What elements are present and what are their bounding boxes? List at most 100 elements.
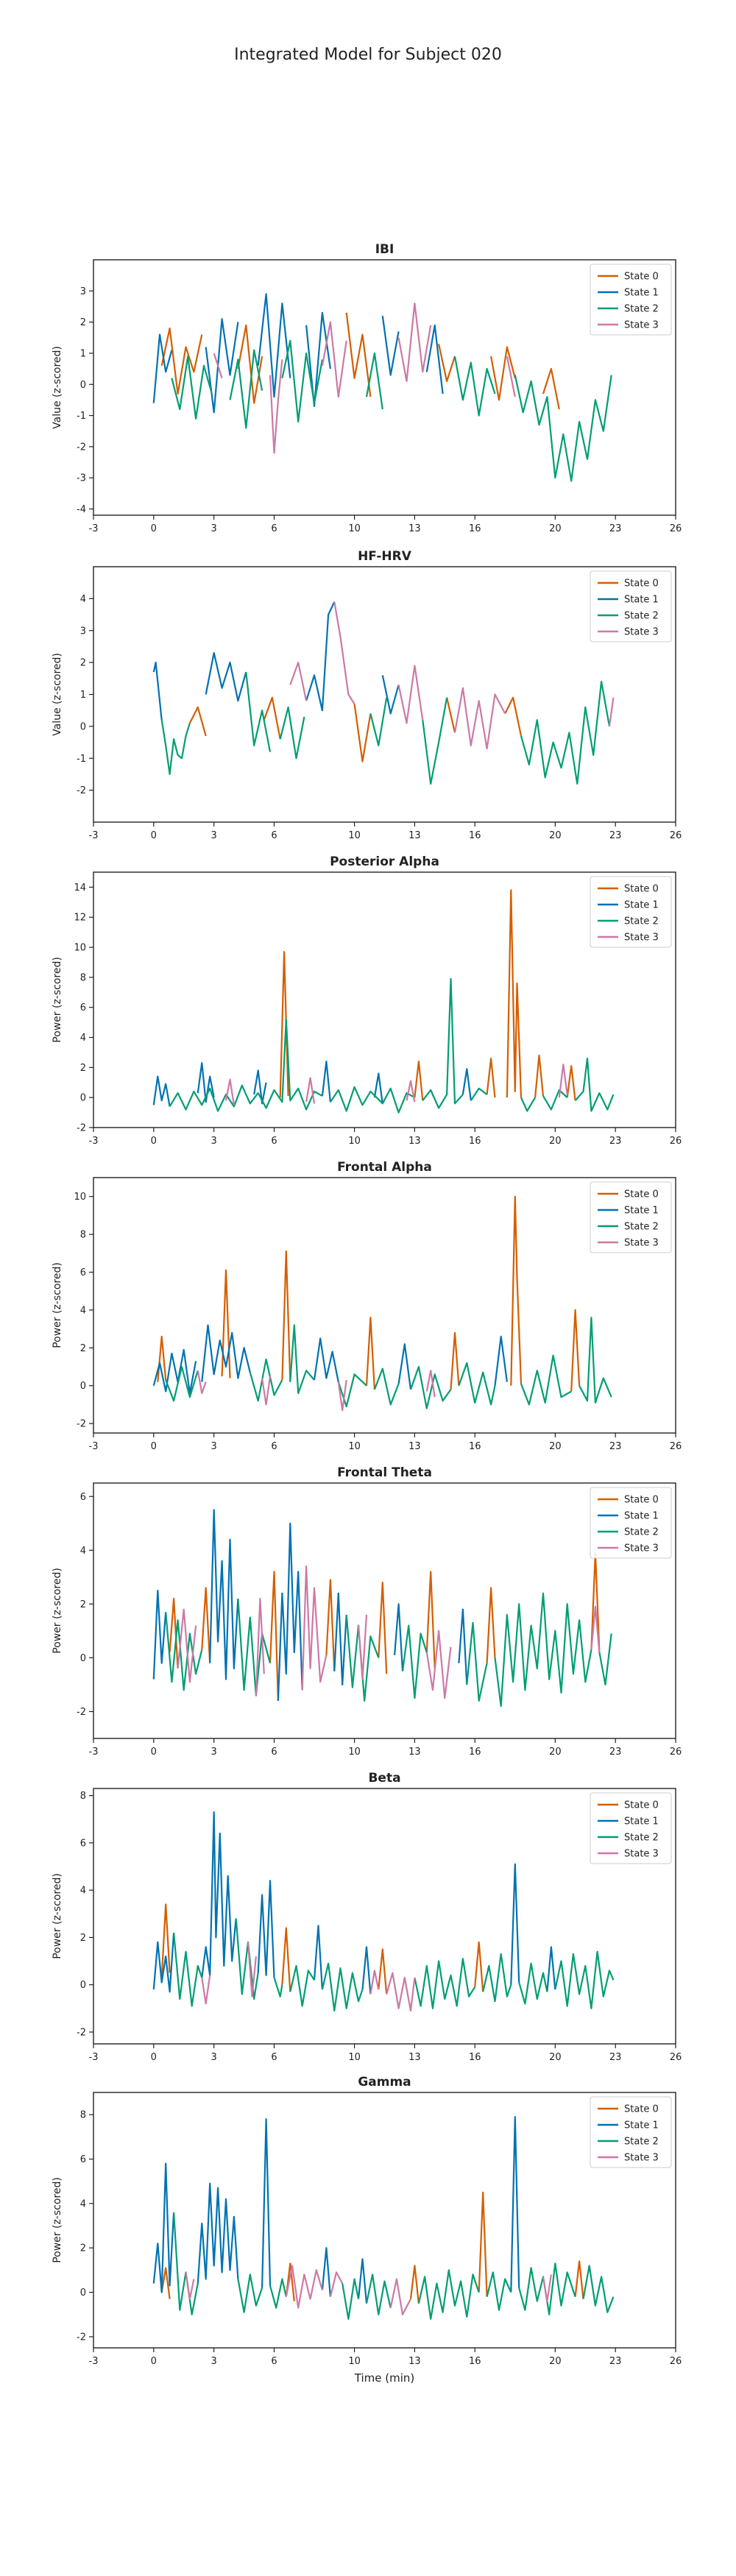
- series-line-segment: [401, 1624, 428, 1699]
- legend-label: State 1: [624, 2120, 659, 2131]
- series-line-segment: [342, 2278, 360, 2320]
- y-tick-label: 2: [80, 317, 86, 328]
- y-tick-label: 1: [80, 690, 86, 701]
- series-line-segment: [224, 1078, 235, 1105]
- x-tick-label: 3: [211, 523, 217, 534]
- series-line-segment: [237, 1599, 272, 1696]
- series-line-segment: [510, 1195, 523, 1386]
- series-line-segment: [197, 2182, 239, 2284]
- series-line-segment: [397, 1343, 412, 1390]
- series-line-segment: [197, 1062, 215, 1103]
- x-tick-label: 10: [348, 2052, 361, 2063]
- series-state-0: [188, 696, 523, 762]
- panel-3: Posterior Alpha -3 0 3 6 10 13 16 20 23 26 -2 0 2 4 6 8 1…: [52, 854, 682, 1147]
- series-line-segment: [205, 318, 239, 414]
- series-line-segment: [422, 977, 464, 1109]
- series-line-segment: [321, 1962, 364, 2012]
- y-tick-label: 2: [80, 1343, 86, 1354]
- series-line-segment: [566, 1065, 576, 1101]
- series-line-segment: [474, 1941, 484, 1992]
- y-tick-label: 8: [80, 1791, 86, 1802]
- panel-title: IBI: [375, 242, 394, 257]
- series-line-segment: [438, 344, 456, 383]
- x-tick-label: 23: [609, 2052, 622, 2063]
- panel-title: Beta: [368, 1771, 400, 1786]
- legend-box: [590, 876, 672, 948]
- panel-title: HF-HRV: [358, 549, 412, 564]
- x-tick-label: 23: [609, 523, 622, 534]
- axes-frame: [93, 566, 676, 823]
- series-lines: [152, 1811, 615, 2012]
- series-line-segment: [257, 293, 291, 398]
- y-tick-label: 6: [80, 2154, 86, 2165]
- legend: State 0 State 1 State 2 State 3: [590, 1181, 672, 1253]
- series-line-segment: [329, 1086, 415, 1114]
- series-line-segment: [205, 651, 247, 702]
- legend-label: State 1: [624, 1206, 659, 1217]
- series-lines: [152, 2116, 615, 2320]
- series-line-segment: [269, 1571, 279, 1701]
- y-tick-label: 8: [80, 2110, 86, 2121]
- series-line-segment: [353, 704, 372, 762]
- series-line-segment: [414, 1061, 424, 1101]
- series-line-segment: [425, 1571, 436, 1669]
- series-line-segment: [277, 1522, 303, 1701]
- y-tick-label: -2: [77, 785, 86, 796]
- series-line-segment: [255, 1598, 265, 1696]
- panel-title: Frontal Theta: [337, 1465, 432, 1480]
- legend-box: [590, 570, 672, 643]
- y-tick-label: 0: [80, 1093, 86, 1104]
- legend-label: State 3: [624, 1238, 659, 1249]
- series-lines: [152, 1509, 612, 1708]
- axes-frame: [93, 871, 676, 1128]
- y-tick-label: 8: [80, 972, 86, 983]
- series-line-segment: [185, 2272, 195, 2300]
- series-line-segment: [520, 680, 611, 785]
- legend-label: State 0: [624, 1189, 659, 1200]
- x-tick-label: 23: [609, 1747, 622, 1758]
- series-line-segment: [409, 1365, 452, 1409]
- legend-label: State 2: [624, 1222, 659, 1233]
- series-line-segment: [520, 1354, 572, 1406]
- y-tick-label: 2: [80, 1933, 86, 1944]
- y-tick-label: -2: [77, 442, 86, 453]
- series-line-segment: [321, 1061, 331, 1103]
- series-line-segment: [165, 1365, 199, 1402]
- x-tick-label: 10: [348, 1136, 361, 1147]
- series-line-segment: [422, 697, 448, 785]
- series-line-segment: [578, 1317, 612, 1404]
- series-line-segment: [289, 661, 308, 701]
- series-line-segment: [542, 368, 560, 410]
- series-line-segment: [221, 1269, 231, 1379]
- series-line-segment: [333, 601, 355, 705]
- series-state-2: [165, 1592, 612, 1708]
- y-axis-label: Value (z-scored): [52, 653, 63, 736]
- series-line-segment: [414, 1958, 476, 2009]
- legend-box: [590, 2096, 672, 2168]
- y-tick-label: 0: [80, 1381, 86, 1392]
- y-tick-label: 1: [80, 348, 86, 359]
- y-tick-label: 6: [80, 1267, 86, 1278]
- series-line-segment: [257, 1880, 275, 1978]
- series-line-segment: [173, 2212, 199, 2315]
- legend-label: State 3: [624, 933, 659, 944]
- series-line-segment: [546, 1946, 556, 1992]
- legend: State 0 State 1 State 2 State 3: [590, 1487, 672, 1559]
- series-line-segment: [369, 1970, 380, 1995]
- series-line-segment: [337, 1373, 367, 1408]
- series-line-segment: [417, 2269, 480, 2320]
- x-tick-label: 13: [408, 1747, 421, 1758]
- y-tick-label: 4: [80, 1546, 86, 1557]
- series-line-segment: [570, 1309, 581, 1392]
- axes-frame: [93, 1482, 676, 1739]
- x-tick-label: 23: [609, 2356, 622, 2367]
- legend-label: State 1: [624, 900, 659, 911]
- x-tick-label: -3: [89, 2052, 99, 2063]
- x-tick-label: 3: [211, 830, 217, 841]
- series-line-segment: [486, 1587, 496, 1663]
- series-state-3: [224, 1064, 568, 1105]
- series-line-segment: [152, 1075, 171, 1107]
- series-line-segment: [357, 2258, 368, 2304]
- x-tick-label: 3: [211, 1136, 217, 1147]
- series-line-segment: [235, 1918, 259, 2000]
